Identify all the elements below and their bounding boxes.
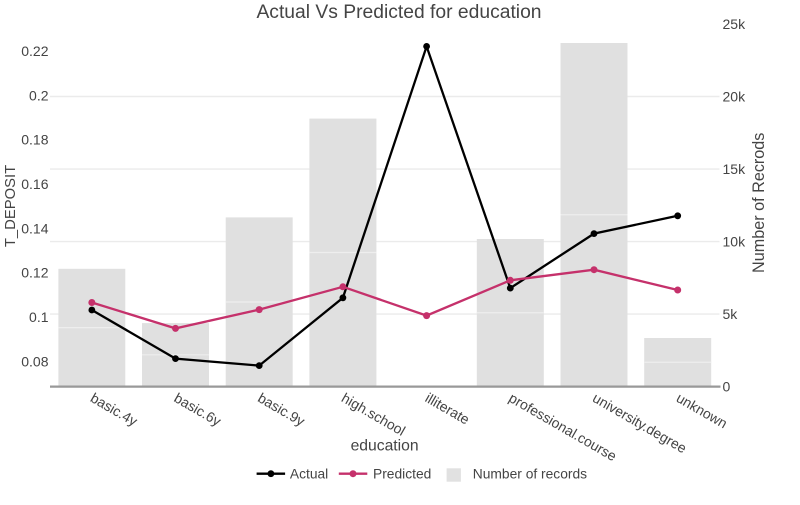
svg-text:Actual Vs Predicted for educat: Actual Vs Predicted for education (256, 2, 541, 23)
svg-text:Predicted: Predicted (373, 467, 431, 482)
svg-text:0: 0 (723, 378, 731, 394)
svg-text:20k: 20k (723, 88, 747, 104)
svg-text:0.16: 0.16 (21, 176, 48, 192)
svg-text:Number of records: Number of records (473, 467, 587, 482)
svg-text:T_DEPOSIT: T_DEPOSIT (3, 165, 19, 247)
svg-text:0.12: 0.12 (21, 265, 48, 281)
svg-text:education: education (351, 437, 419, 454)
svg-text:10k: 10k (723, 233, 747, 249)
svg-text:Actual: Actual (290, 467, 328, 482)
svg-text:0.22: 0.22 (21, 43, 48, 59)
svg-text:0.2: 0.2 (29, 87, 49, 103)
svg-text:0.08: 0.08 (21, 353, 48, 369)
svg-text:0.18: 0.18 (21, 132, 48, 148)
svg-text:Number of Recrods: Number of Recrods (750, 133, 768, 273)
svg-text:25k: 25k (723, 16, 747, 32)
svg-text:5k: 5k (723, 306, 739, 322)
svg-text:15k: 15k (723, 161, 747, 177)
svg-text:0.1: 0.1 (29, 309, 49, 325)
svg-text:0.14: 0.14 (21, 220, 48, 236)
